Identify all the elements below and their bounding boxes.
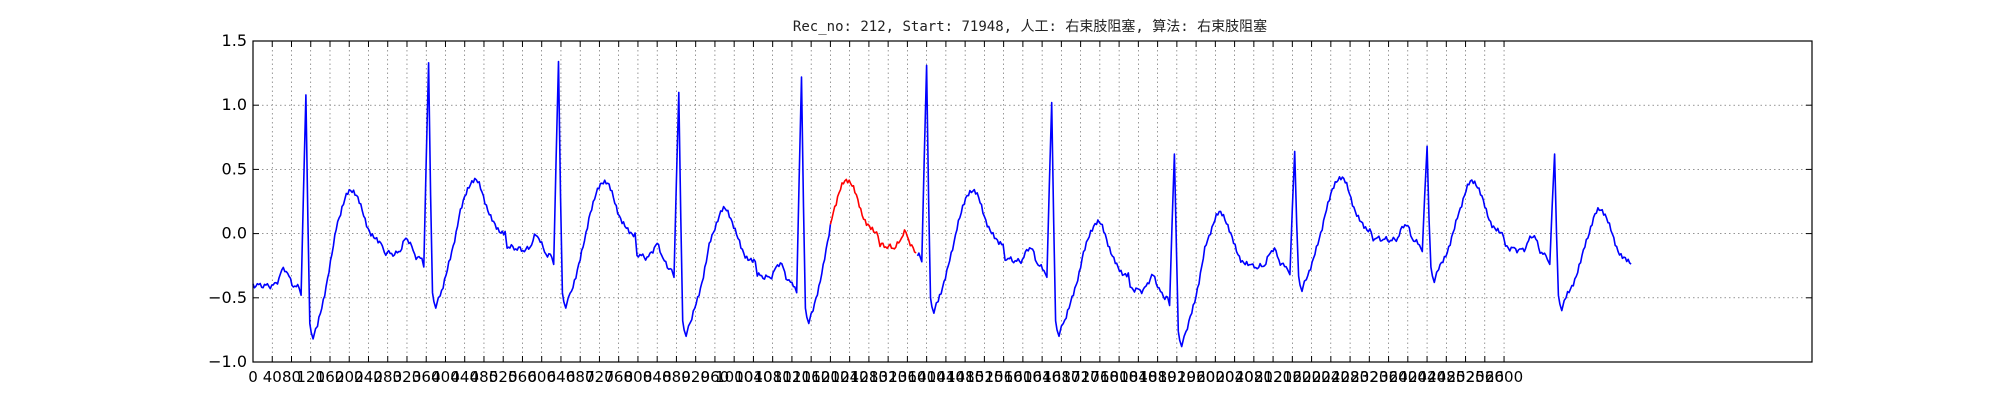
x-tick-label: 2400: [1389, 368, 1427, 386]
x-tick-label: 1040: [734, 368, 772, 386]
x-tick-label: 280: [373, 368, 402, 386]
x-tick-label: 40: [263, 368, 282, 386]
x-tick-label: 1720: [1062, 368, 1100, 386]
x-tick-label: 600: [527, 368, 556, 386]
x-axis: 0 40 8012016020024028032036040044048052056…: [248, 41, 1523, 386]
chart-title: Rec_no: 212, Start: 71948, 人工: 右束肢阻塞, 算法…: [793, 18, 1267, 35]
x-tick-label: 1680: [1042, 368, 1080, 386]
x-tick-label: 880: [662, 368, 691, 386]
x-tick-label: 2480: [1427, 368, 1465, 386]
x-tick-label: 1400: [908, 368, 946, 386]
x-tick-label: 720: [585, 368, 614, 386]
x-tick-label: 2080: [1235, 368, 1273, 386]
x-tick-label: 2160: [1273, 368, 1311, 386]
x-tick-label: 480: [470, 368, 499, 386]
x-tick-label: 2040: [1215, 368, 1253, 386]
x-tick-label: 2440: [1408, 368, 1446, 386]
plot-frame: [252, 40, 1813, 363]
x-tick-label: 2520: [1446, 368, 1484, 386]
grid-lines: [252, 40, 1812, 363]
x-tick-label: 2000: [1196, 368, 1234, 386]
y-tick-label: −1.0: [208, 352, 247, 371]
y-tick-label: 1.0: [222, 95, 247, 114]
x-tick-label: 0: [248, 368, 258, 386]
y-tick-label: −0.5: [208, 288, 247, 307]
x-tick-label: 1760: [1081, 368, 1119, 386]
x-tick-label: 840: [643, 368, 672, 386]
x-tick-label: 320: [393, 368, 422, 386]
x-tick-label: 960: [701, 368, 730, 386]
x-tick-label: 80: [282, 368, 301, 386]
x-tick-label: 2120: [1254, 368, 1292, 386]
x-tick-label: 2240: [1312, 368, 1350, 386]
x-tick-label: 2320: [1350, 368, 1388, 386]
y-tick-label: 0.5: [222, 159, 247, 178]
x-tick-label: 120: [296, 368, 325, 386]
x-tick-label: 1000: [715, 368, 753, 386]
x-tick-label: 1080: [754, 368, 792, 386]
x-tick-label: 800: [624, 368, 653, 386]
x-tick-label: 1560: [985, 368, 1023, 386]
x-tick-label: 680: [566, 368, 595, 386]
x-tick-label: 1280: [850, 368, 888, 386]
x-tick-label: 1480: [946, 368, 984, 386]
x-tick-label: 1800: [1100, 368, 1138, 386]
x-tick-label: 1440: [927, 368, 965, 386]
ecg-trace-highlighted: [829, 178, 917, 254]
x-tick-label: 2280: [1331, 368, 1369, 386]
x-tick-label: 160: [316, 368, 345, 386]
x-tick-label: 1360: [888, 368, 926, 386]
x-tick-label: 760: [604, 368, 633, 386]
x-tick-label: 560: [508, 368, 537, 386]
x-tick-label: 1600: [1004, 368, 1042, 386]
ecg-trace-normal: [916, 64, 1632, 348]
x-tick-label: 440: [450, 368, 479, 386]
x-tick-label: 520: [489, 368, 518, 386]
x-tick-label: 1840: [1119, 368, 1157, 386]
x-tick-label: 640: [547, 368, 576, 386]
x-tick-label: 1880: [1139, 368, 1177, 386]
y-axis: 1.5 1.0 0.5 0.0 −0.5 −1.0: [208, 31, 1812, 371]
x-tick-label: 200: [335, 368, 364, 386]
x-tick-label: 2360: [1369, 368, 1407, 386]
x-tick-label: 1320: [869, 368, 907, 386]
x-tick-label: 1640: [1023, 368, 1061, 386]
x-tick-label: 2600: [1485, 368, 1523, 386]
x-tick-label: 1520: [965, 368, 1003, 386]
y-tick-label: 1.5: [222, 31, 247, 50]
ecg-series: [252, 60, 1632, 348]
y-tick-label: 0.0: [222, 224, 247, 243]
x-tick-label: 2560: [1466, 368, 1504, 386]
x-tick-label: 240: [354, 368, 383, 386]
x-tick-label: 1240: [831, 368, 869, 386]
x-tick-label: 400: [431, 368, 460, 386]
x-tick-label: 360: [412, 368, 441, 386]
x-tick-label: 920: [681, 368, 710, 386]
ecg-trace-normal: [252, 60, 832, 340]
x-tick-label: 2200: [1292, 368, 1330, 386]
x-tick-label: 1120: [773, 368, 811, 386]
x-tick-label: 1960: [1177, 368, 1215, 386]
x-tick-label: 1200: [811, 368, 849, 386]
x-tick-label: 1920: [1158, 368, 1196, 386]
x-tick-label: 1160: [792, 368, 830, 386]
